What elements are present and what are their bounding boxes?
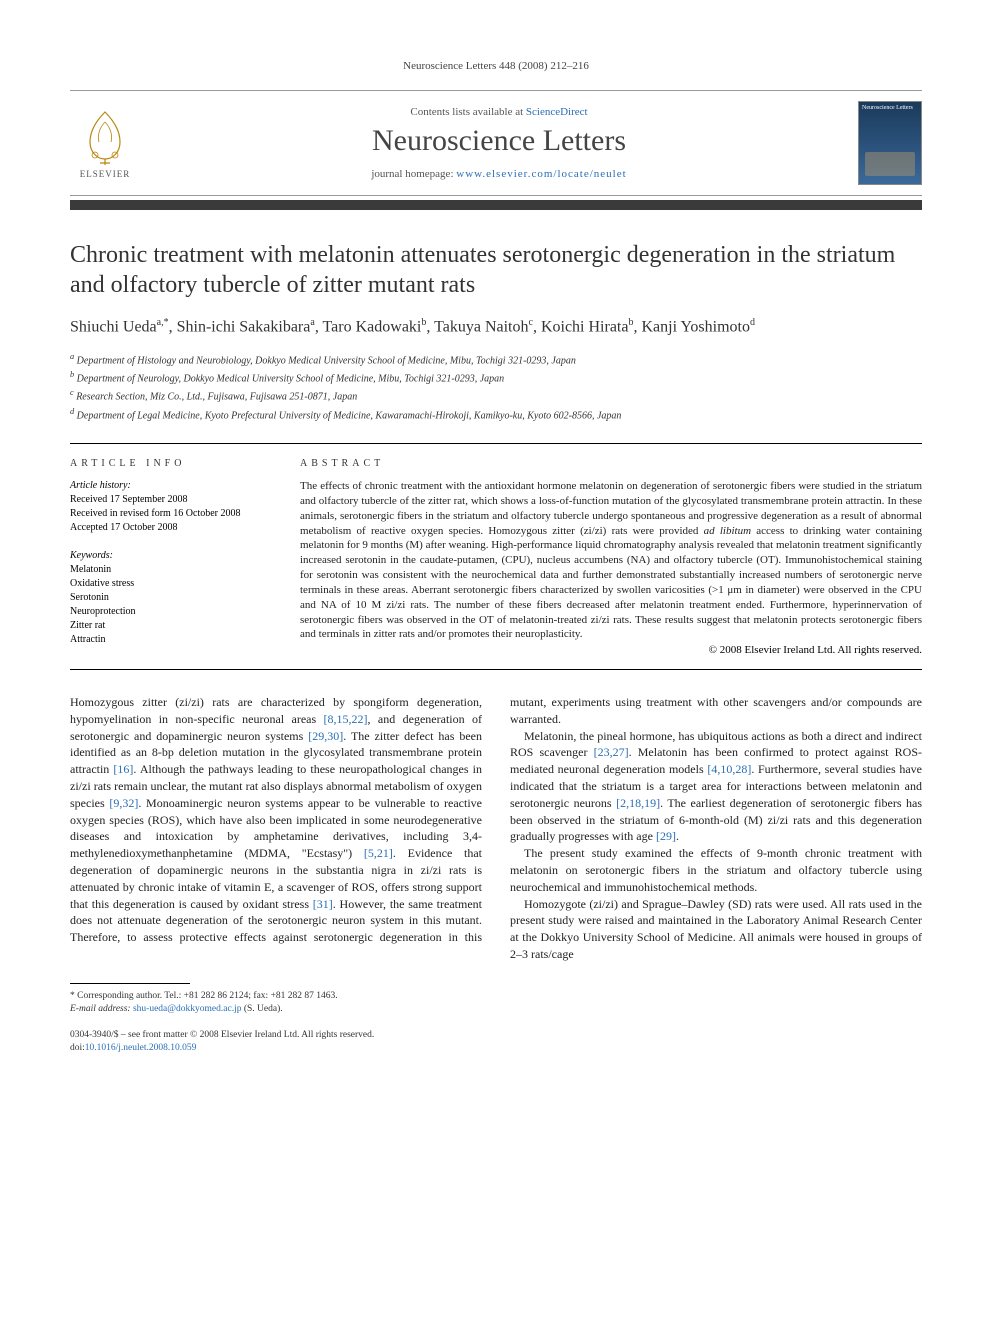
ref-link[interactable]: [29] xyxy=(656,829,676,843)
authors: Shiuchi Uedaa,*, Shin-ichi Sakakibaraa, … xyxy=(70,316,922,339)
ref-link[interactable]: [5,21] xyxy=(364,846,393,860)
article-history: Article history: Received 17 September 2… xyxy=(70,479,270,535)
masthead: ELSEVIER Contents lists available at Sci… xyxy=(70,90,922,196)
keywords-label: Keywords: xyxy=(70,549,270,563)
affiliation: a Department of Histology and Neurobiolo… xyxy=(70,351,922,368)
running-head: Neuroscience Letters 448 (2008) 212–216 xyxy=(70,60,922,72)
affiliations: a Department of Histology and Neurobiolo… xyxy=(70,351,922,423)
abstract-text: The effects of chronic treatment with th… xyxy=(300,479,922,642)
body-p2: Melatonin, the pineal hormone, has ubiqu… xyxy=(510,728,922,846)
email-suffix: (S. Ueda). xyxy=(241,1004,282,1014)
page: Neuroscience Letters 448 (2008) 212–216 … xyxy=(0,0,992,1095)
elsevier-logo: ELSEVIER xyxy=(70,103,140,183)
ref-link[interactable]: [8,15,22] xyxy=(324,712,368,726)
keyword: Melatonin xyxy=(70,563,270,577)
tree-icon xyxy=(75,107,135,167)
ref-link[interactable]: [23,27] xyxy=(594,745,629,759)
ref-link[interactable]: [9,32] xyxy=(109,796,138,810)
affiliation: b Department of Neurology, Dokkyo Medica… xyxy=(70,369,922,386)
ref-link[interactable]: [2,18,19] xyxy=(616,796,660,810)
masthead-bar xyxy=(70,200,922,210)
ref-link[interactable]: [31] xyxy=(313,897,333,911)
abstract: abstract The effects of chronic treatmen… xyxy=(300,458,922,661)
affiliation: d Department of Legal Medicine, Kyoto Pr… xyxy=(70,406,922,423)
homepage-line: journal homepage: www.elsevier.com/locat… xyxy=(140,168,858,180)
divider-top xyxy=(70,443,922,444)
issn-line: 0304-3940/$ – see front matter © 2008 El… xyxy=(70,1029,922,1042)
history-label: Article history: xyxy=(70,479,270,493)
body-p3: The present study examined the effects o… xyxy=(510,845,922,895)
ref-link[interactable]: [4,10,28] xyxy=(707,762,751,776)
keyword: Serotonin xyxy=(70,591,270,605)
article-info: article info Article history: Received 1… xyxy=(70,458,270,661)
body-text: Homozygous zitter (zi/zi) rats are chara… xyxy=(70,694,922,963)
received-date: Received 17 September 2008 xyxy=(70,493,270,507)
abstract-head: abstract xyxy=(300,458,922,469)
keyword: Attractin xyxy=(70,633,270,647)
divider-bottom xyxy=(70,669,922,670)
contents-line: Contents lists available at ScienceDirec… xyxy=(140,106,858,118)
publisher-name: ELSEVIER xyxy=(80,169,131,179)
email-link[interactable]: shu-ueda@dokkyomed.ac.jp xyxy=(133,1004,241,1014)
ref-link[interactable]: [29,30] xyxy=(308,729,343,743)
keywords-list: MelatoninOxidative stressSerotoninNeurop… xyxy=(70,563,270,647)
doi-line: doi:10.1016/j.neulet.2008.10.059 xyxy=(70,1042,922,1055)
email-line: E-mail address: shu-ueda@dokkyomed.ac.jp… xyxy=(70,1003,922,1016)
affiliation: c Research Section, Miz Co., Ltd., Fujis… xyxy=(70,387,922,404)
doi-link[interactable]: 10.1016/j.neulet.2008.10.059 xyxy=(85,1043,197,1053)
cover-label: Neuroscience Letters xyxy=(862,105,918,111)
keyword: Oxidative stress xyxy=(70,577,270,591)
article-info-head: article info xyxy=(70,458,270,469)
footnotes: * Corresponding author. Tel.: +81 282 86… xyxy=(70,990,922,1016)
keywords-block: Keywords: MelatoninOxidative stressSerot… xyxy=(70,549,270,647)
masthead-center: Contents lists available at ScienceDirec… xyxy=(140,106,858,180)
homepage-prefix: journal homepage: xyxy=(371,168,456,180)
ref-link[interactable]: [16] xyxy=(113,762,133,776)
footnote-rule xyxy=(70,983,190,984)
accepted-date: Accepted 17 October 2008 xyxy=(70,521,270,535)
sciencedirect-link[interactable]: ScienceDirect xyxy=(526,106,588,118)
journal-name: Neuroscience Letters xyxy=(140,124,858,158)
contents-prefix: Contents lists available at xyxy=(410,106,525,118)
info-abstract-row: article info Article history: Received 1… xyxy=(70,458,922,661)
footer: 0304-3940/$ – see front matter © 2008 El… xyxy=(70,1029,922,1055)
article-title: Chronic treatment with melatonin attenua… xyxy=(70,240,922,300)
journal-cover-thumb: Neuroscience Letters xyxy=(858,101,922,185)
corresponding-author: * Corresponding author. Tel.: +81 282 86… xyxy=(70,990,922,1003)
doi-label: doi: xyxy=(70,1043,85,1053)
homepage-link[interactable]: www.elsevier.com/locate/neulet xyxy=(456,168,626,180)
keyword: Neuroprotection xyxy=(70,605,270,619)
body-p4: Homozygote (zi/zi) and Sprague–Dawley (S… xyxy=(510,896,922,963)
revised-date: Received in revised form 16 October 2008 xyxy=(70,507,270,521)
keyword: Zitter rat xyxy=(70,619,270,633)
abstract-copyright: © 2008 Elsevier Ireland Ltd. All rights … xyxy=(300,644,922,656)
email-label: E-mail address: xyxy=(70,1004,133,1014)
